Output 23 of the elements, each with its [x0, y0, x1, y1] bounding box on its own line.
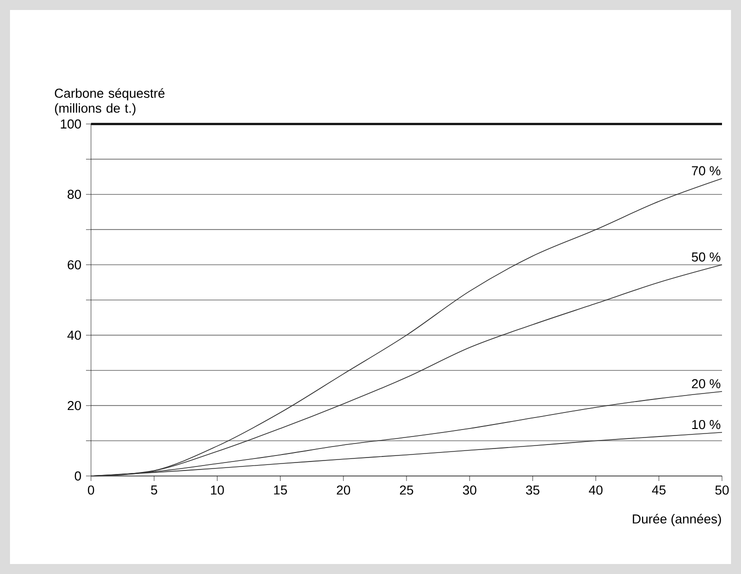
- y-axis-title: Carbone séquestré (millions de t.): [54, 88, 164, 116]
- series-label: 50 %: [692, 252, 720, 262]
- y-tick-label: 0: [74, 471, 81, 481]
- x-tick-label: 50: [715, 485, 729, 495]
- series-label: 70 %: [692, 166, 720, 176]
- x-tick-label: 5: [151, 486, 158, 495]
- x-tick-label: 10: [210, 485, 224, 495]
- y-tick-label: 100: [60, 119, 81, 129]
- y-tick-label: 40: [67, 330, 81, 340]
- x-tick-label: 45: [652, 486, 666, 495]
- x-tick-label: 0: [88, 485, 94, 495]
- x-tick-label: 20: [336, 485, 350, 495]
- y-tick-label: 80: [68, 190, 81, 199]
- x-tick-label: 25: [400, 485, 414, 495]
- x-tick-label: 15: [274, 486, 287, 495]
- x-tick-label: 40: [588, 485, 603, 495]
- series-label: 10 %: [692, 420, 720, 430]
- x-axis-title: Durée (années): [632, 514, 721, 526]
- series-label: 20 %: [692, 379, 720, 388]
- x-tick-label: 35: [526, 485, 540, 495]
- x-tick-label: 30: [462, 485, 476, 495]
- y-tick-label: 60: [68, 260, 81, 270]
- y-tick-label: 20: [68, 400, 81, 410]
